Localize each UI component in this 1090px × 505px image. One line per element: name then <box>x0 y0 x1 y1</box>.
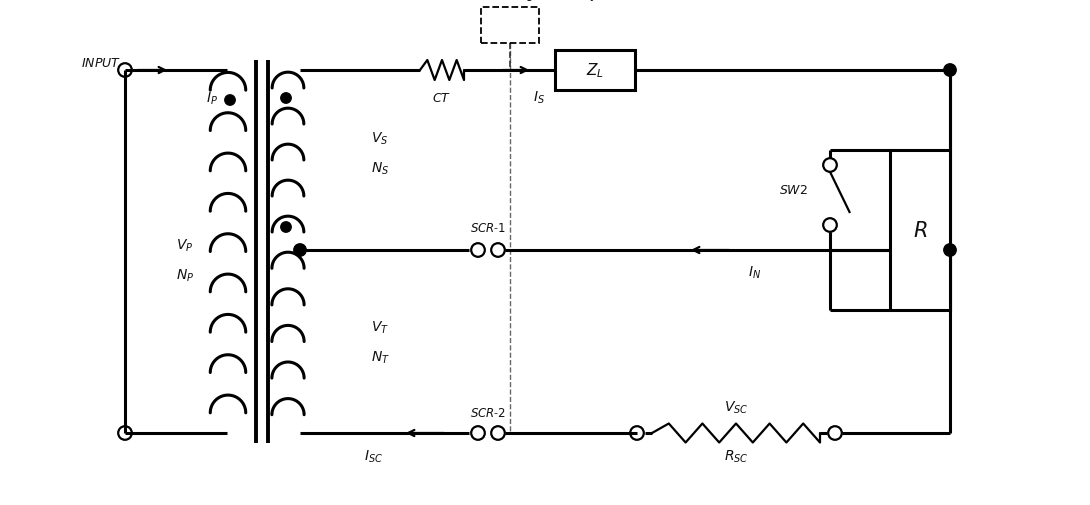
Text: $I_{SC}$: $I_{SC}$ <box>364 448 383 464</box>
Text: $I_P$: $I_P$ <box>206 90 218 107</box>
Circle shape <box>944 244 956 257</box>
Text: $N_S$: $N_S$ <box>371 161 389 177</box>
Text: $N_T$: $N_T$ <box>371 349 389 366</box>
Text: $I_N$: $I_N$ <box>749 264 762 281</box>
Text: $SCR\ Switching\ Control\ system$: $SCR\ Switching\ Control\ system$ <box>449 0 628 4</box>
Polygon shape <box>481 8 538 44</box>
Text: $R$: $R$ <box>912 221 928 240</box>
Polygon shape <box>555 51 635 91</box>
Circle shape <box>294 244 306 257</box>
Circle shape <box>944 65 956 77</box>
Text: $Z_L$: $Z_L$ <box>586 62 604 80</box>
Text: $N_P$: $N_P$ <box>175 267 194 284</box>
Text: $CT$: $CT$ <box>433 92 451 105</box>
Text: $I_S$: $I_S$ <box>533 89 545 106</box>
Text: $R_{SC}$: $R_{SC}$ <box>724 448 749 464</box>
Text: $V_S$: $V_S$ <box>372 130 389 147</box>
Text: $SCR$-$2$: $SCR$-$2$ <box>470 407 506 420</box>
Text: $SW2$: $SW2$ <box>779 184 808 197</box>
Text: $SCR$-$1$: $SCR$-$1$ <box>470 222 506 235</box>
Circle shape <box>225 95 235 106</box>
Text: $INPUT$: $INPUT$ <box>81 58 121 70</box>
Circle shape <box>281 222 291 233</box>
Circle shape <box>281 93 291 104</box>
Text: $V_T$: $V_T$ <box>371 319 389 335</box>
Polygon shape <box>891 150 950 311</box>
Text: $V_{SC}$: $V_{SC}$ <box>724 399 748 416</box>
Text: $V_P$: $V_P$ <box>177 237 194 254</box>
